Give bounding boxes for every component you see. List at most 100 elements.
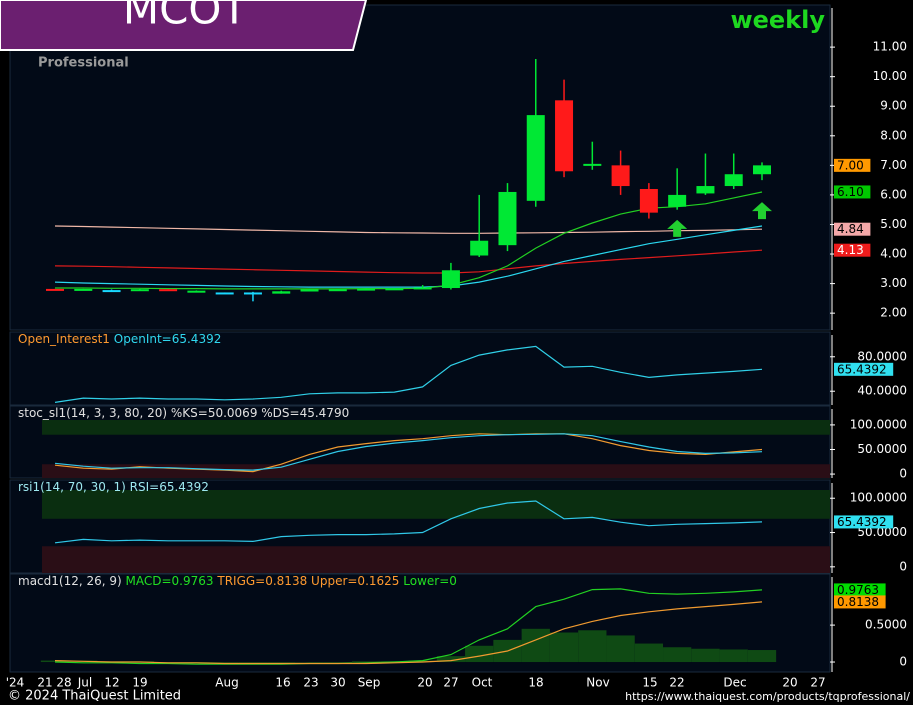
y-tick-label: 0 <box>899 559 907 573</box>
panel-header: rsi1(14, 70, 30, 1) RSI=65.4392 <box>18 480 209 494</box>
y-tick-label: 50.0000 <box>857 442 907 456</box>
indicator-line <box>54 588 763 665</box>
candle-body <box>724 174 743 187</box>
candle-body <box>639 189 658 213</box>
histogram-bar <box>40 660 70 663</box>
x-tick-label: '24 <box>6 676 25 690</box>
value-tag <box>834 515 894 529</box>
y-tick-label: 0 <box>899 467 907 481</box>
value-tag <box>834 595 886 609</box>
x-tick-label: Dec <box>723 676 746 690</box>
histogram-bar <box>549 632 579 663</box>
y-tick-label: 6.00 <box>880 187 907 201</box>
histogram-bar <box>238 662 268 663</box>
indicator-line <box>54 433 763 471</box>
y-tick-label: 100.0000 <box>850 491 907 505</box>
x-axis-strip <box>0 675 913 690</box>
indicator-line <box>54 225 763 288</box>
panel-header: Open_Interest1 OpenInt=65.4392 <box>18 332 221 346</box>
symbol: MCOT <box>123 0 248 34</box>
candle-body <box>583 163 602 166</box>
up-signal-arrow <box>752 202 772 220</box>
x-tick-label: Sep <box>358 676 381 690</box>
candle-body <box>753 165 771 175</box>
x-tick-label: 27 <box>810 676 825 690</box>
candle-body <box>243 292 262 295</box>
x-tick-label: 27 <box>443 676 458 690</box>
histogram-bar <box>521 628 550 663</box>
panel-background <box>9 331 831 406</box>
symbol-banner <box>0 0 368 51</box>
panel-background <box>9 4 831 331</box>
candle-body <box>159 289 178 292</box>
header-part: Lower=0 <box>403 574 457 588</box>
x-tick-label: 30 <box>330 676 345 690</box>
value-tag <box>834 158 871 172</box>
x-tick-label: Aug <box>215 676 238 690</box>
x-tick-label: 12 <box>104 676 119 690</box>
url: https://www.thaiquest.com/products/tqpro… <box>625 690 910 703</box>
candle-body <box>526 115 545 201</box>
value-tag-label: 7.00 <box>837 158 864 172</box>
header-part: Upper=0.1625 <box>311 574 399 588</box>
indicator-line <box>54 500 763 544</box>
y-tick-label: 80.0000 <box>857 349 907 363</box>
panel-header: macd1(12, 26, 9) MACD=0.9763 TRIGG=0.813… <box>18 574 457 588</box>
y-tick-label: 11.00 <box>873 40 907 54</box>
indicator-line <box>54 249 763 274</box>
y-tick-label: 0 <box>899 655 907 669</box>
x-tick-label: 15 <box>642 676 657 690</box>
header-part: macd1(12, 26, 9) <box>18 574 122 588</box>
x-tick-label: Nov <box>586 676 609 690</box>
header-part: OpenInt=65.4392 <box>114 332 222 346</box>
indicator-line <box>54 601 763 665</box>
candle-body <box>300 289 319 292</box>
histogram-bar <box>719 649 748 663</box>
x-tick-label: Oct <box>472 676 493 690</box>
y-tick-label: 50.0000 <box>857 525 907 539</box>
x-tick-label: 18 <box>528 676 543 690</box>
x-tick-label: 21 <box>37 676 52 690</box>
histogram-bar <box>267 662 296 663</box>
y-tick-label: 40.0000 <box>857 384 907 398</box>
histogram-bar <box>634 643 664 663</box>
candle-body <box>413 287 432 290</box>
y-tick-label: 8.00 <box>880 128 907 142</box>
plot-area: '24 21 28 Jul 12 19 Aug 16 23 30 Sep 20 27 Oct 18 Nov 15… <box>0 4 913 690</box>
value-tag-label: 6.10 <box>837 185 864 199</box>
x-tick-label: Jul <box>77 676 92 690</box>
value-tag <box>834 362 894 376</box>
x-tick-label: 20 <box>417 676 432 690</box>
x-tick-label: 20 <box>782 676 797 690</box>
value-tag-label: 65.4392 <box>837 515 887 529</box>
value-tag-label: 4.13 <box>837 243 864 257</box>
candle-body <box>74 288 93 291</box>
candle-body <box>668 194 687 207</box>
candle-body <box>46 288 64 291</box>
value-tag <box>834 243 871 257</box>
indicator-line <box>54 225 763 234</box>
y-tick-label: 9.00 <box>880 99 907 113</box>
value-tag-label: 4.84 <box>837 222 864 236</box>
histogram-bar <box>408 660 437 663</box>
histogram-bar <box>295 662 324 663</box>
header-part: TRIGG=0.8138 <box>216 574 307 588</box>
candle-body <box>215 292 234 295</box>
histogram-bar <box>323 662 352 663</box>
header-part: stoc_sl1(14, 3, 3, 80, 20) %KS=50.0069 %… <box>18 406 349 420</box>
indicator-line <box>54 345 763 403</box>
histogram-bar <box>436 656 466 663</box>
zone-band <box>42 464 830 478</box>
histogram-bar <box>606 635 635 663</box>
brand: Professional <box>38 56 129 71</box>
y-tick-label: 10.00 <box>873 69 907 83</box>
candle-body <box>187 290 206 293</box>
candle-body <box>328 289 347 292</box>
x-tick-label: 22 <box>669 676 684 690</box>
candle-body <box>696 186 715 194</box>
up-signal-arrow <box>667 219 688 237</box>
candle-body <box>272 291 291 294</box>
y-tick-label: 3.00 <box>880 276 907 290</box>
candle-body <box>611 165 630 187</box>
x-tick-label: 16 <box>275 676 290 690</box>
